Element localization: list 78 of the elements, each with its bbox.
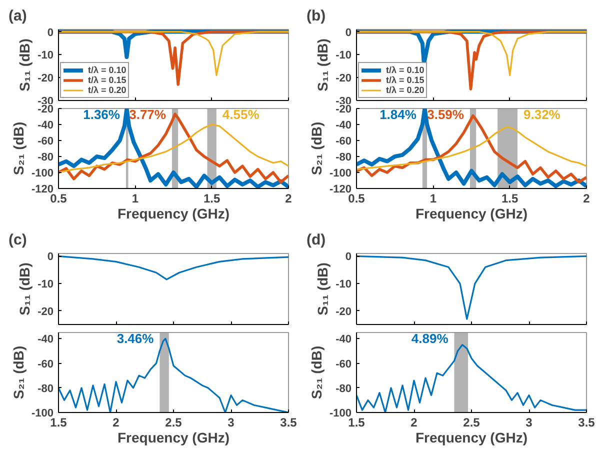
legend-label: t/λ = 0.20: [386, 85, 424, 95]
y-axis-title: S₂₁ (dB): [308, 122, 324, 176]
y-axis-title: S₁₁ (dB): [16, 262, 33, 316]
annotation: 9.32%: [524, 107, 561, 122]
line-series: [58, 30, 288, 76]
annotation: 3.46%: [116, 331, 154, 346]
legend-label: t/λ = 0.10: [386, 65, 424, 75]
x-tick-label: 2: [410, 416, 418, 430]
annotation: 1.84%: [380, 107, 417, 122]
y-tick-label: -40: [38, 334, 54, 346]
y-tick-label: 0: [47, 26, 54, 39]
legend-label: t/λ = 0.10: [88, 65, 126, 75]
line-series: [356, 255, 586, 320]
y-axis-title: S₁₁ (dB): [314, 38, 331, 92]
y-tick-label: -20: [336, 104, 352, 116]
y-axis-title: S₂₁ (dB): [308, 346, 324, 400]
x-tick-label: 1.5: [203, 192, 220, 206]
legend-label: t/λ = 0.15: [88, 75, 126, 85]
y-tick-label: -40: [336, 334, 352, 346]
y-axis-title: S₂₁ (dB): [10, 346, 26, 400]
y-tick-label: -10: [336, 278, 352, 291]
x-tick-label: 2: [285, 192, 292, 206]
x-tick-label: 2: [583, 192, 590, 206]
y-tick-label: -80: [38, 382, 54, 395]
chart-title: (d): [306, 232, 326, 248]
x-axis-title: Frequency (GHz): [117, 206, 230, 222]
y-tick-label: -40: [336, 120, 352, 132]
x-tick-label: 2: [112, 416, 120, 430]
y-tick-label: 0: [345, 251, 352, 264]
x-tick-label: 3: [526, 416, 533, 430]
x-tick-label: 1.5: [501, 192, 518, 206]
x-tick-label: 3.5: [280, 416, 298, 430]
line-series: [58, 124, 288, 174]
chart-title: (c): [8, 232, 27, 248]
legend-label: t/λ = 0.20: [88, 85, 126, 95]
y-tick-label: 0: [47, 251, 54, 264]
y-tick-label: -80: [38, 152, 54, 164]
y-tick-label: -20: [336, 72, 352, 85]
x-axis-title: Frequency (GHz): [415, 430, 528, 446]
line-series: [356, 126, 586, 170]
y-tick-label: -20: [38, 104, 54, 116]
y-axis-title: S₁₁ (dB): [16, 38, 33, 92]
x-tick-label: 2.5: [165, 416, 182, 430]
y-axis-title: S₂₁ (dB): [10, 122, 26, 176]
legend-label: t/λ = 0.15: [386, 75, 424, 85]
y-tick-label: -60: [38, 358, 54, 370]
y-tick-label: -100: [31, 168, 54, 180]
x-tick-label: 3.5: [578, 416, 596, 430]
x-tick-label: 3: [228, 416, 235, 430]
y-tick-label: -60: [336, 358, 352, 370]
annotation: 4.89%: [411, 331, 449, 346]
y-tick-label: -10: [38, 50, 54, 62]
y-tick-label: -80: [336, 382, 352, 395]
annotation: 3.59%: [427, 107, 464, 122]
y-tick-label: -100: [329, 168, 352, 180]
line-series: [58, 255, 288, 280]
y-tick-label: -40: [38, 120, 54, 132]
y-tick-label: -20: [38, 306, 54, 318]
y-tick-label: -10: [38, 278, 54, 291]
annotation: 3.77%: [129, 107, 166, 122]
annotation: 4.55%: [222, 107, 260, 122]
y-tick-label: -60: [336, 136, 352, 148]
x-axis-title: Frequency (GHz): [415, 206, 528, 222]
x-axis-title: Frequency (GHz): [117, 430, 230, 446]
y-tick-label: -60: [38, 136, 54, 148]
x-tick-label: 1: [132, 192, 139, 206]
y-tick-label: -80: [336, 152, 352, 164]
y-tick-label: -20: [38, 72, 54, 85]
line-series: [356, 30, 586, 76]
chart-title: (b): [306, 8, 326, 24]
x-tick-label: 2.5: [463, 416, 480, 430]
y-tick-label: -20: [336, 306, 352, 318]
annotation: 1.36%: [83, 107, 120, 122]
y-tick-label: -10: [336, 50, 352, 62]
y-tick-label: 0: [345, 26, 352, 39]
chart-title: (a): [8, 8, 27, 24]
x-tick-label: 1: [430, 192, 437, 206]
y-axis-title: S₁₁ (dB): [314, 262, 331, 316]
